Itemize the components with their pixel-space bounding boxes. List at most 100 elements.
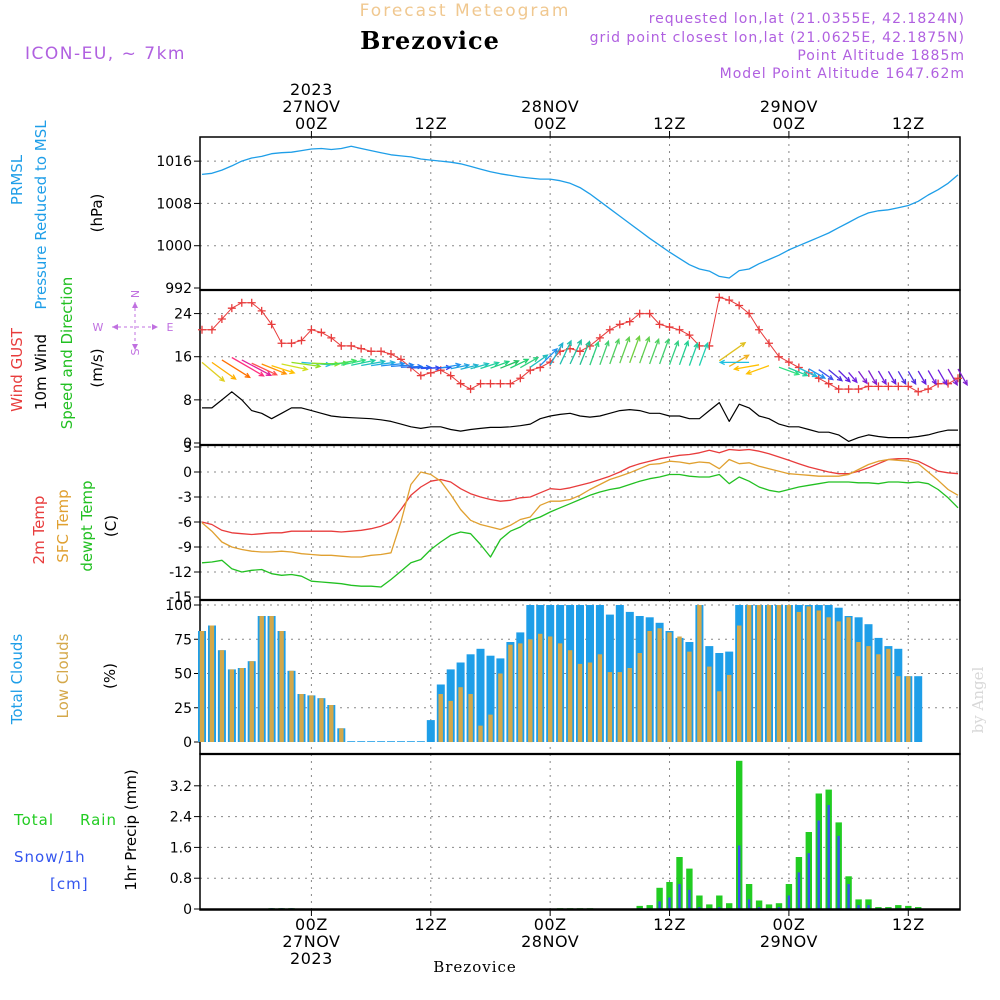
low-cloud-bar — [249, 661, 254, 742]
wind-direction-arrow — [907, 370, 917, 386]
low-cloud-bar — [299, 694, 304, 742]
low-cloud-bar — [448, 700, 453, 742]
gust-marker — [257, 306, 266, 315]
rain-bar — [915, 907, 922, 909]
time-label-top: 27NOV — [282, 97, 340, 116]
snow-bar — [757, 907, 761, 909]
low-cloud-bar — [697, 605, 702, 742]
gust-marker — [466, 385, 475, 394]
credit-watermark: by Angel — [969, 666, 987, 733]
gust-marker — [267, 320, 276, 329]
gust-marker — [327, 333, 336, 342]
low-cloud-label: Low Clouds — [54, 633, 72, 718]
total-cloud-bar — [347, 741, 356, 742]
rain-bar — [636, 905, 643, 909]
footer-location: Brezovice — [433, 958, 517, 976]
total-cloud-bar — [476, 648, 485, 742]
wind-direction-arrow — [828, 369, 844, 382]
rain-bar — [666, 882, 673, 909]
low-cloud-bar — [806, 606, 811, 742]
snow-bar — [837, 835, 840, 909]
low-cloud-bar — [309, 695, 314, 742]
pressure-line — [201, 145, 959, 279]
low-cloud-bar — [199, 631, 205, 742]
wind-direction-arrow — [510, 358, 530, 369]
compass-rose: W E S N — [93, 290, 174, 356]
y-tick-label: 0 — [183, 436, 192, 452]
time-label-bottom: 2023 — [290, 949, 333, 968]
gust-marker — [496, 379, 505, 388]
y-tick-label: 50 — [174, 667, 192, 683]
total-cloud-bar — [377, 741, 386, 742]
gust-marker — [367, 347, 376, 356]
low-cloud-bar — [856, 642, 861, 742]
point-altitude: Point Altitude 1885m — [797, 48, 965, 64]
model-altitude: Model Point Altitude 1647.62m — [720, 66, 965, 82]
low-cloud-bar — [269, 616, 274, 742]
wind-direction-arrow — [718, 341, 747, 362]
y-tick-label: 2.4 — [170, 810, 192, 826]
snow-bar — [718, 907, 721, 909]
snow-bar — [847, 884, 850, 909]
gust-marker — [645, 309, 654, 318]
wind-direction-arrow — [251, 362, 279, 376]
gust-marker — [914, 387, 923, 396]
wind-direction-arrow — [887, 370, 897, 386]
gust-marker — [725, 296, 734, 305]
wind-direction-arrow — [480, 361, 501, 370]
total-cloud-bar — [397, 741, 405, 742]
rain-bar — [905, 905, 912, 909]
gust-marker — [665, 323, 674, 332]
gust-marker — [377, 347, 386, 356]
y-tick-label: 992 — [165, 281, 192, 297]
wind-direction-arrow — [549, 341, 564, 366]
y-tick-label: 1.6 — [170, 840, 192, 856]
rain-bar — [765, 904, 773, 909]
low-cloud-bar — [846, 617, 851, 742]
gust-marker — [844, 385, 853, 394]
low-cloud-bar — [458, 687, 463, 742]
direction-label: Speed and Direction — [58, 277, 76, 430]
precip-unit: 1hr Precip (mm) — [122, 769, 140, 890]
wind-direction-arrow — [500, 359, 520, 369]
gust-marker — [486, 379, 495, 388]
wind-direction-arrow — [490, 360, 511, 369]
compass-north: N — [129, 290, 142, 298]
wind-direction-arrow — [658, 337, 670, 365]
wind-direction-arrow — [788, 367, 809, 377]
low-cloud-bar — [587, 662, 593, 742]
wind-direction-arrow — [728, 354, 750, 367]
low-cloud-bar — [597, 654, 603, 742]
gust-marker — [526, 366, 535, 375]
rain-bar — [706, 904, 713, 909]
low-cloud-bar — [239, 668, 244, 742]
gust-marker — [894, 382, 903, 391]
low-cloud-bar — [627, 668, 632, 742]
time-label-top: 12Z — [414, 114, 447, 133]
low-cloud-bar — [657, 628, 662, 742]
gust-marker — [197, 325, 206, 334]
compass-east: E — [167, 321, 174, 334]
gust-marker — [745, 309, 754, 318]
gust-marker — [904, 382, 913, 391]
total-cloud-bar — [357, 741, 366, 742]
rain-bar — [736, 760, 743, 909]
pressure-label-long: Pressure Reduced to MSL — [32, 120, 50, 310]
y-tick-label: 16 — [174, 350, 192, 366]
low-cloud-bar — [339, 728, 344, 742]
snow-bar — [797, 872, 801, 909]
time-label-top: 00Z — [295, 114, 328, 133]
rain-bar — [775, 903, 783, 909]
low-cloud-bar — [567, 650, 573, 742]
gust-marker — [357, 344, 366, 353]
wind-direction-arrow — [732, 364, 760, 372]
wind-direction-arrow — [361, 359, 387, 367]
wind-direction-arrow — [947, 368, 958, 387]
gust-marker — [784, 358, 793, 367]
gust-marker — [595, 333, 604, 342]
snow-bar — [678, 884, 681, 909]
gust-marker — [227, 304, 236, 313]
wind-direction-arrow — [529, 354, 549, 368]
gust-marker — [854, 385, 863, 394]
wind-direction-arrow — [261, 363, 288, 375]
